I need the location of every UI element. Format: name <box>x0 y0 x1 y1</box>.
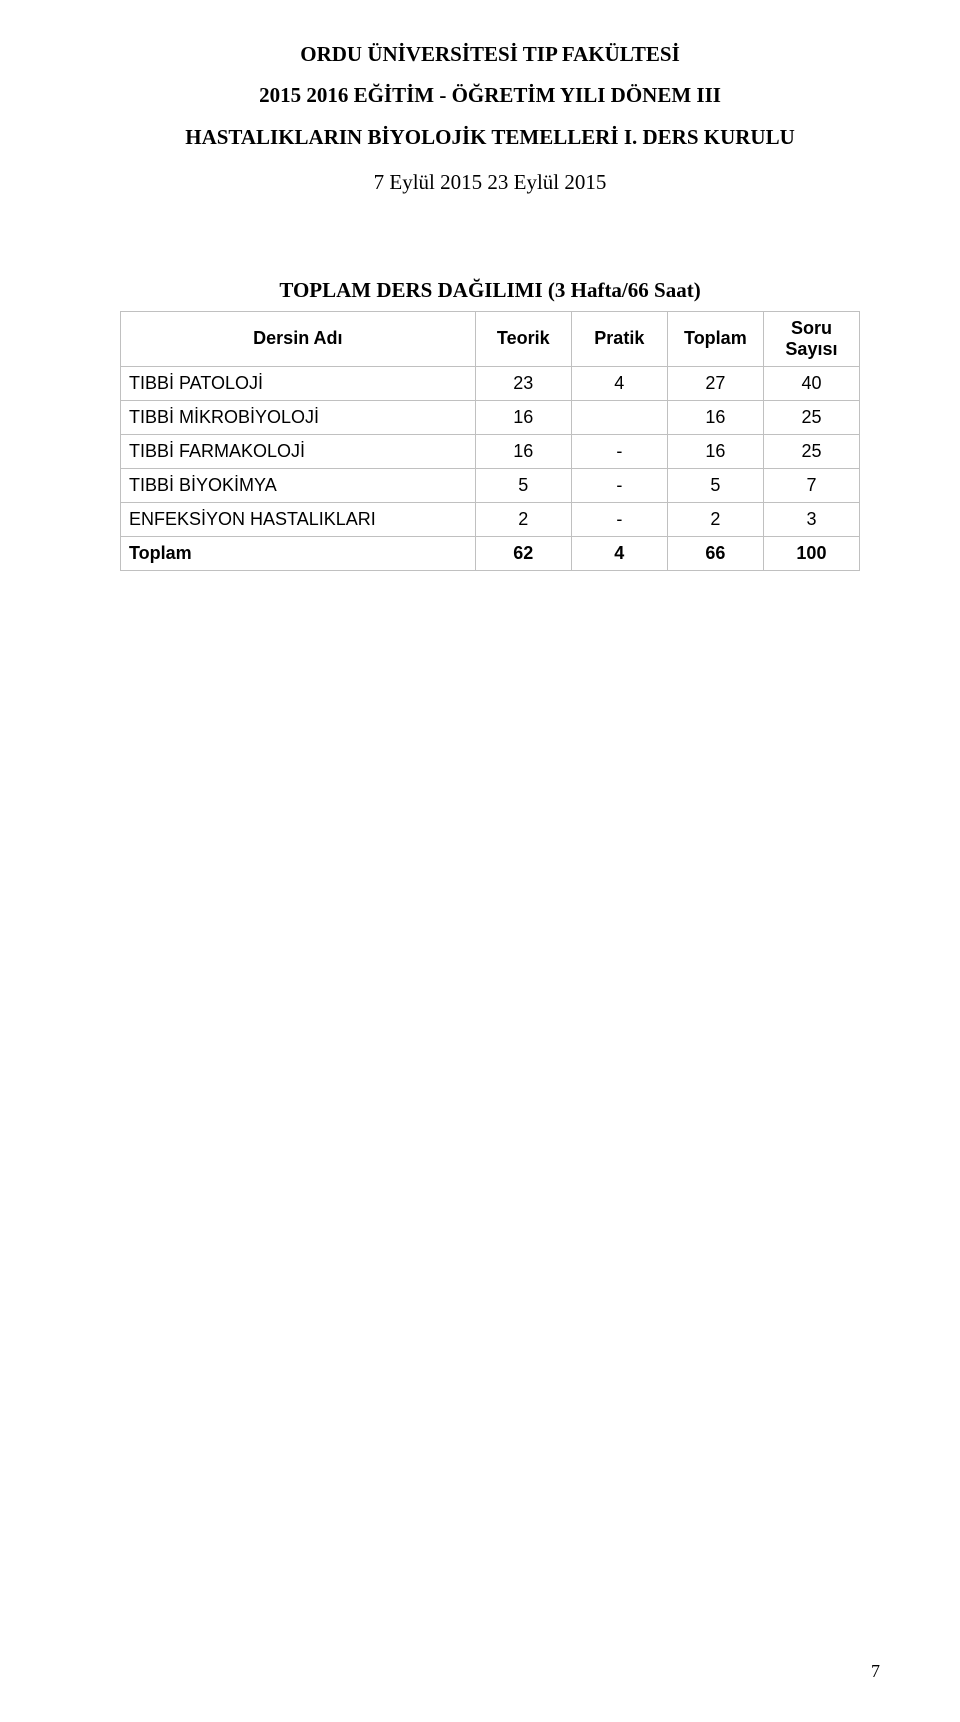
col-header-name: Dersin Adı <box>121 311 476 366</box>
cell-name: TIBBİ PATOLOJİ <box>121 366 476 400</box>
col-header-pratik: Pratik <box>571 311 667 366</box>
cell-name: TIBBİ BİYOKİMYA <box>121 468 476 502</box>
cell-soru: 25 <box>763 400 859 434</box>
cell-teorik: 23 <box>475 366 571 400</box>
cell-toplam: 16 <box>667 434 763 468</box>
cell-total-toplam: 66 <box>667 536 763 570</box>
cell-soru: 40 <box>763 366 859 400</box>
table-row: TIBBİ BİYOKİMYA 5 - 5 7 <box>121 468 860 502</box>
cell-soru: 7 <box>763 468 859 502</box>
page-heading: ORDU ÜNİVERSİTESİ TIP FAKÜLTESİ 2015 201… <box>120 40 860 198</box>
col-header-soru: Soru Sayısı <box>763 311 859 366</box>
cell-pratik: 4 <box>571 366 667 400</box>
heading-line-4: 7 Eylül 2015 23 Eylül 2015 <box>120 168 860 197</box>
cell-teorik: 2 <box>475 502 571 536</box>
cell-total-soru: 100 <box>763 536 859 570</box>
course-distribution-table: Dersin Adı Teorik Pratik Toplam Soru Say… <box>120 311 860 571</box>
cell-toplam: 27 <box>667 366 763 400</box>
cell-teorik: 16 <box>475 434 571 468</box>
heading-line-3: HASTALIKLARIN BİYOLOJİK TEMELLERİ I. DER… <box>120 123 860 152</box>
cell-toplam: 16 <box>667 400 763 434</box>
heading-line-1: ORDU ÜNİVERSİTESİ TIP FAKÜLTESİ <box>120 40 860 69</box>
cell-total-name: Toplam <box>121 536 476 570</box>
page-number: 7 <box>871 1661 880 1682</box>
cell-pratik: - <box>571 502 667 536</box>
table-row: ENFEKSİYON HASTALIKLARI 2 - 2 3 <box>121 502 860 536</box>
table-row: TIBBİ PATOLOJİ 23 4 27 40 <box>121 366 860 400</box>
cell-toplam: 5 <box>667 468 763 502</box>
cell-total-teorik: 62 <box>475 536 571 570</box>
cell-pratik: - <box>571 434 667 468</box>
cell-name: TIBBİ MİKROBİYOLOJİ <box>121 400 476 434</box>
cell-teorik: 5 <box>475 468 571 502</box>
cell-soru: 25 <box>763 434 859 468</box>
cell-total-pratik: 4 <box>571 536 667 570</box>
table-total-row: Toplam 62 4 66 100 <box>121 536 860 570</box>
cell-name: TIBBİ FARMAKOLOJİ <box>121 434 476 468</box>
cell-pratik: - <box>571 468 667 502</box>
cell-toplam: 2 <box>667 502 763 536</box>
table-header-row: Dersin Adı Teorik Pratik Toplam Soru Say… <box>121 311 860 366</box>
cell-soru: 3 <box>763 502 859 536</box>
heading-line-2: 2015 2016 EĞİTİM - ÖĞRETİM YILI DÖNEM II… <box>120 81 860 110</box>
page-content: ORDU ÜNİVERSİTESİ TIP FAKÜLTESİ 2015 201… <box>0 0 960 571</box>
cell-teorik: 16 <box>475 400 571 434</box>
table-title: TOPLAM DERS DAĞILIMI (3 Hafta/66 Saat) <box>120 278 860 303</box>
col-header-teorik: Teorik <box>475 311 571 366</box>
table-row: TIBBİ FARMAKOLOJİ 16 - 16 25 <box>121 434 860 468</box>
table-row: TIBBİ MİKROBİYOLOJİ 16 16 25 <box>121 400 860 434</box>
cell-name: ENFEKSİYON HASTALIKLARI <box>121 502 476 536</box>
col-header-toplam: Toplam <box>667 311 763 366</box>
cell-pratik <box>571 400 667 434</box>
